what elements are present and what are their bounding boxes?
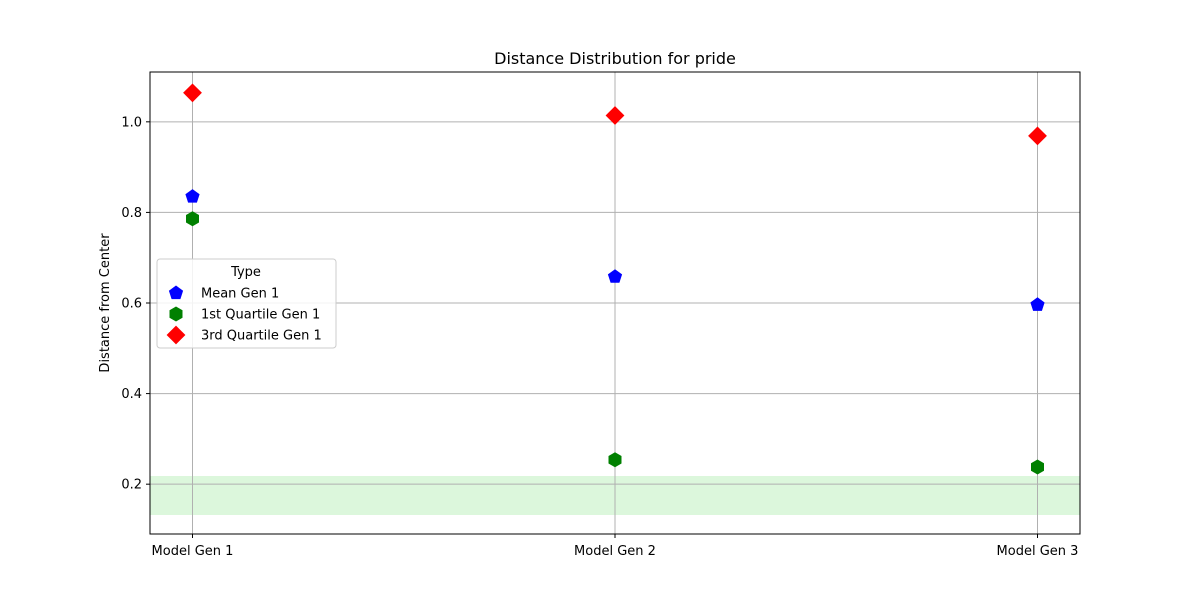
data-point-pentagon	[607, 269, 623, 283]
data-point-diamond	[183, 83, 202, 103]
legend-box	[156, 258, 337, 349]
y-tick-label: 1.0	[121, 115, 142, 130]
legend: Type Mean Gen 1 1st Quartile Gen 1 3rd Quar…	[156, 258, 337, 349]
y-tick-label: 0.2	[121, 478, 142, 493]
series-diamond-markers	[183, 83, 1047, 146]
data-point-pentagon	[1030, 297, 1045, 311]
data-point-hexagon	[186, 211, 199, 227]
y-tick-label: 0.4	[121, 387, 142, 402]
legend-entry-label: 1st Quartile Gen 1	[201, 308, 320, 323]
x-tick-label: Model Gen 2	[574, 544, 656, 559]
y-axis-label: Distance from Center	[98, 233, 113, 373]
x-tick-label: Model Gen 3	[997, 544, 1079, 559]
legend-swatch-hexagon	[169, 306, 183, 322]
data-point-diamond	[605, 106, 625, 125]
data-point-pentagon	[185, 189, 200, 203]
legend-title: Type	[230, 265, 261, 280]
axes-layer: 0.2 0.4 0.6 0.8 1.0 Model Gen 1 Model Gen 2 Mod…	[121, 115, 1078, 559]
legend-entry-label: 3rd Quartile Gen 1	[201, 329, 322, 344]
x-tick-label: Model Gen 1	[152, 544, 234, 559]
marks-layer	[183, 83, 1047, 475]
chart-title: Distance Distribution for pride	[494, 49, 736, 68]
data-point-hexagon	[608, 452, 622, 468]
legend-swatch-diamond	[166, 325, 186, 345]
data-point-hexagon	[1031, 459, 1044, 475]
legend-entry-label: Mean Gen 1	[201, 287, 279, 302]
legend-swatch-pentagon	[168, 285, 184, 300]
y-tick-label: 0.6	[121, 297, 142, 312]
y-tick-label: 0.8	[121, 206, 142, 221]
data-point-diamond	[1028, 126, 1047, 146]
series-hexagon-markers	[186, 211, 1044, 475]
series-pentagon-markers	[185, 189, 1045, 311]
